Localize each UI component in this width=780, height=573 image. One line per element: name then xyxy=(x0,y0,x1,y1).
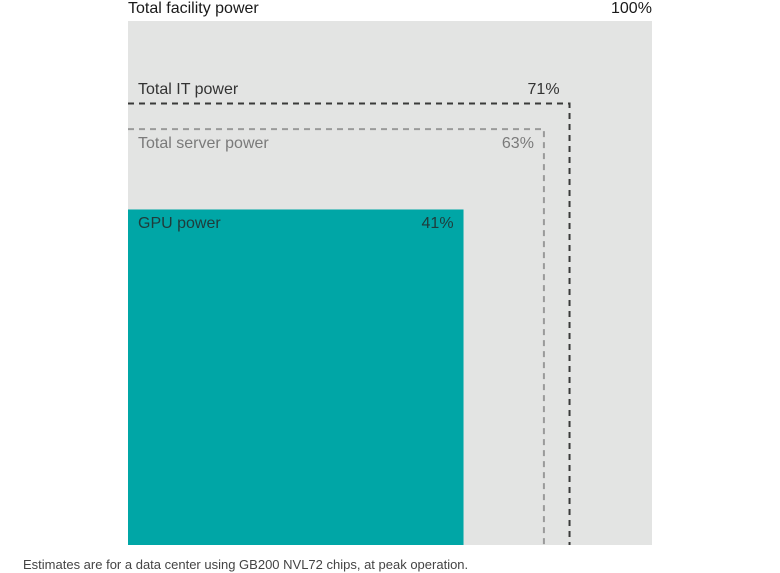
gpu-power-value: 41% xyxy=(421,215,454,233)
facility-power-label: Total facility power xyxy=(128,0,259,17)
it-power-label: Total IT power xyxy=(138,81,239,99)
facility-power-value: 100% xyxy=(611,0,652,17)
it-power-outline xyxy=(128,102,571,545)
gpu-power-area xyxy=(128,209,464,545)
server-power-outline xyxy=(128,128,545,545)
it-power-value: 71% xyxy=(527,81,560,99)
chart-footnote: Estimates are for a data center using GB… xyxy=(23,557,469,572)
gpu-power-label: GPU power xyxy=(138,215,221,233)
server-power-label: Total server power xyxy=(138,135,269,153)
server-power-value: 63% xyxy=(501,135,534,153)
